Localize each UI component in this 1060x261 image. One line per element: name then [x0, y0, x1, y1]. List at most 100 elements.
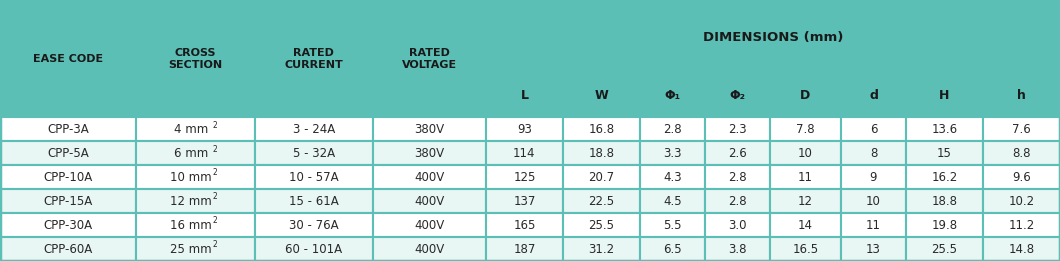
Bar: [485, 117, 563, 141]
Text: d: d: [869, 90, 878, 102]
Text: 187: 187: [513, 242, 535, 256]
Bar: [563, 237, 640, 261]
Text: 114: 114: [513, 147, 535, 160]
Text: CPP-3A: CPP-3A: [48, 123, 89, 136]
Text: 2.8: 2.8: [728, 171, 746, 184]
Text: 25.5: 25.5: [588, 219, 615, 232]
Text: 7.8: 7.8: [796, 123, 815, 136]
Bar: [485, 165, 563, 189]
Text: 14.8: 14.8: [1008, 242, 1035, 256]
Bar: [485, 237, 563, 261]
Text: 2: 2: [212, 216, 217, 225]
Text: 4.5: 4.5: [664, 195, 682, 208]
Text: 6 mm: 6 mm: [174, 147, 208, 160]
Bar: [705, 117, 770, 141]
Text: 25.5: 25.5: [932, 242, 957, 256]
Bar: [770, 213, 841, 237]
Bar: [137, 117, 254, 141]
Text: 125: 125: [513, 171, 535, 184]
Text: 9: 9: [869, 171, 878, 184]
Text: 2: 2: [212, 240, 217, 249]
Bar: [770, 141, 841, 165]
Text: 2.3: 2.3: [728, 123, 746, 136]
Bar: [983, 189, 1060, 213]
Text: 7.6: 7.6: [1012, 123, 1030, 136]
Text: 2: 2: [212, 168, 217, 177]
Bar: [705, 74, 770, 117]
Text: CPP-60A: CPP-60A: [43, 242, 93, 256]
Text: 380V: 380V: [414, 147, 444, 160]
Bar: [705, 237, 770, 261]
Bar: [563, 165, 640, 189]
Bar: [485, 213, 563, 237]
Bar: [770, 165, 841, 189]
Text: 6: 6: [869, 123, 878, 136]
Bar: [0, 165, 137, 189]
Text: CPP-30A: CPP-30A: [43, 219, 92, 232]
Text: 8.8: 8.8: [1012, 147, 1030, 160]
Bar: [373, 213, 485, 237]
Text: 4 mm: 4 mm: [174, 123, 208, 136]
Text: 165: 165: [513, 219, 535, 232]
Bar: [841, 74, 906, 117]
Bar: [373, 189, 485, 213]
Bar: [705, 165, 770, 189]
Text: 11: 11: [798, 171, 813, 184]
Bar: [983, 141, 1060, 165]
Bar: [137, 237, 254, 261]
Text: 22.5: 22.5: [588, 195, 615, 208]
Bar: [254, 117, 373, 141]
Bar: [770, 117, 841, 141]
Text: 400V: 400V: [414, 242, 444, 256]
Text: 18.8: 18.8: [932, 195, 957, 208]
Bar: [983, 237, 1060, 261]
Bar: [841, 189, 906, 213]
Text: 3 - 24A: 3 - 24A: [293, 123, 335, 136]
Text: 13.6: 13.6: [932, 123, 957, 136]
Bar: [373, 117, 485, 141]
Text: CROSS
SECTION: CROSS SECTION: [169, 48, 223, 69]
Bar: [563, 117, 640, 141]
Bar: [906, 117, 983, 141]
Text: Φ₁: Φ₁: [665, 90, 681, 102]
Text: RATED
VOLTAGE: RATED VOLTAGE: [402, 48, 457, 69]
Bar: [640, 141, 705, 165]
Bar: [0, 213, 137, 237]
Bar: [841, 117, 906, 141]
Text: 60 - 101A: 60 - 101A: [285, 242, 342, 256]
Bar: [373, 0, 485, 117]
Bar: [254, 213, 373, 237]
Text: 11.2: 11.2: [1008, 219, 1035, 232]
Bar: [373, 141, 485, 165]
Bar: [705, 213, 770, 237]
Bar: [705, 189, 770, 213]
Bar: [640, 165, 705, 189]
Bar: [770, 189, 841, 213]
Bar: [563, 189, 640, 213]
Text: 6.5: 6.5: [664, 242, 682, 256]
Text: D: D: [800, 90, 811, 102]
Text: 10.2: 10.2: [1008, 195, 1035, 208]
Text: 12 mm: 12 mm: [170, 195, 212, 208]
Bar: [770, 74, 841, 117]
Bar: [0, 0, 137, 117]
Text: 3.8: 3.8: [728, 242, 746, 256]
Text: CPP-10A: CPP-10A: [43, 171, 93, 184]
Bar: [841, 213, 906, 237]
Bar: [0, 237, 137, 261]
Text: 2.8: 2.8: [728, 195, 746, 208]
Bar: [137, 0, 254, 117]
Text: 2.6: 2.6: [728, 147, 746, 160]
Bar: [373, 237, 485, 261]
Text: 18.8: 18.8: [588, 147, 615, 160]
Text: 15: 15: [937, 147, 952, 160]
Text: EASE CODE: EASE CODE: [33, 54, 103, 64]
Bar: [0, 141, 137, 165]
Text: 25 mm: 25 mm: [170, 242, 212, 256]
Text: CPP-15A: CPP-15A: [43, 195, 93, 208]
Bar: [485, 0, 1060, 74]
Text: L: L: [520, 90, 529, 102]
Bar: [0, 189, 137, 213]
Bar: [841, 237, 906, 261]
Bar: [906, 165, 983, 189]
